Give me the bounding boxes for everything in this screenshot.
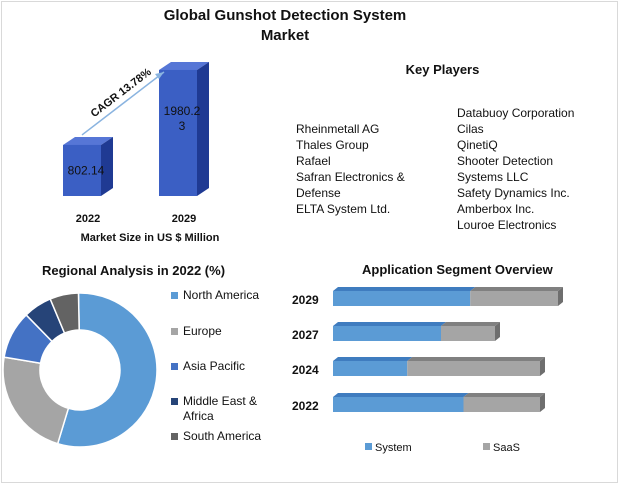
key-players-title: Key Players xyxy=(405,62,480,77)
donut-slice xyxy=(2,356,70,445)
segment-bar-top xyxy=(333,357,413,361)
legend-swatch xyxy=(171,433,178,440)
key-player-item: Thales Group xyxy=(296,138,369,152)
key-player-item: Amberbox Inc. xyxy=(457,202,535,216)
market-bar-top xyxy=(63,136,113,145)
regional-title: Regional Analysis in 2022 (%) xyxy=(42,263,226,278)
regional-donut-chart xyxy=(2,292,158,448)
key-player-item: QinetiQ xyxy=(457,138,498,152)
segment-bar-top xyxy=(407,357,545,361)
application-title: Application Segment Overview xyxy=(362,262,553,277)
market-bar xyxy=(159,69,197,196)
market-size-xlabel: Market Size in US $ Million xyxy=(80,232,220,244)
segment-year-label: 2029 xyxy=(292,293,319,307)
cagr-annotation: CAGR 13.78% xyxy=(89,66,154,120)
legend-label: Middle East & Africa xyxy=(183,394,258,423)
key-player-item: Systems LLC xyxy=(457,170,529,184)
segment-bar-saas xyxy=(407,361,540,376)
market-bar-value: 1980.2 3 xyxy=(164,104,201,133)
legend-label: Asia Pacific xyxy=(183,359,246,373)
segment-year-label: 2027 xyxy=(292,328,319,342)
segment-bar-system xyxy=(333,397,464,412)
legend-label: Europe xyxy=(183,324,222,338)
segment-year-label: 2024 xyxy=(292,363,319,377)
legend-swatch xyxy=(171,292,178,299)
segment-bar-top xyxy=(441,322,500,326)
market-bar xyxy=(63,144,101,196)
segment-legend-swatch xyxy=(365,443,372,450)
segment-bar-top xyxy=(333,322,446,326)
key-player-item: Databuoy Corporation xyxy=(457,106,575,120)
market-bar-side xyxy=(197,61,209,196)
segment-bar-system xyxy=(333,361,408,376)
donut-slice xyxy=(49,292,80,335)
key-player-item: Rheinmetall AG xyxy=(296,122,380,136)
segment-bar-top xyxy=(470,287,563,291)
segment-bar-side xyxy=(558,287,563,306)
legend-swatch xyxy=(171,328,178,335)
market-size-chart: 802.14 2022 1980.2 3 2029 CAGR 13.78% xyxy=(63,61,209,225)
market-bar-top xyxy=(159,61,209,70)
market-bar-side xyxy=(101,136,113,196)
cagr-arrowhead xyxy=(155,71,164,79)
legend-swatch xyxy=(171,363,178,370)
key-players-right-list: Databuoy Corporation Cilas QinetiQ Shooter … xyxy=(457,105,597,233)
segment-legend-label: SaaS xyxy=(493,442,520,454)
segment-bar-side xyxy=(495,322,500,341)
segment-bar-system xyxy=(333,291,471,306)
segment-bar-saas xyxy=(470,291,558,306)
segment-bar-side xyxy=(540,357,545,376)
segment-bar-saas xyxy=(463,397,540,412)
market-category-label: 2029 xyxy=(172,213,196,225)
application-segment-chart: 2029 2027 2024 2022 System SaaS xyxy=(292,287,563,454)
key-player-item: Rafael xyxy=(296,154,331,168)
key-player-item: ELTA System Ltd. xyxy=(296,202,391,216)
segment-legend-swatch xyxy=(483,443,490,450)
key-players-left-list: Rheinmetall AG Thales Group Rafael Safran E… xyxy=(296,121,416,217)
segment-bar-system xyxy=(333,326,441,341)
page-title: Global Gunshot Detection System Market xyxy=(163,7,407,44)
segment-bar-saas xyxy=(441,326,495,341)
key-player-item: Defense xyxy=(296,186,341,200)
key-player-item: Safran Electronics & xyxy=(296,170,405,184)
cagr-arrow xyxy=(81,71,165,136)
legend-label: North America xyxy=(183,288,260,302)
segment-bar-top xyxy=(463,393,545,397)
key-player-item: Safety Dynamics Inc. xyxy=(457,186,570,200)
market-category-label: 2022 xyxy=(76,213,100,225)
segment-legend-label: System xyxy=(375,442,412,454)
legend-swatch xyxy=(171,398,178,405)
segment-bar-side xyxy=(540,393,545,412)
legend-label: South America xyxy=(183,429,262,443)
key-player-item: Cilas xyxy=(457,122,484,136)
market-bar-value: 802.14 xyxy=(68,163,105,177)
key-player-item: Shooter Detection xyxy=(457,154,554,168)
donut-slice xyxy=(56,292,158,448)
segment-year-label: 2022 xyxy=(292,399,319,413)
segment-bar-top xyxy=(333,393,469,397)
key-player-item: Louroe Electronics xyxy=(457,218,557,232)
segment-bar-top xyxy=(333,287,476,291)
